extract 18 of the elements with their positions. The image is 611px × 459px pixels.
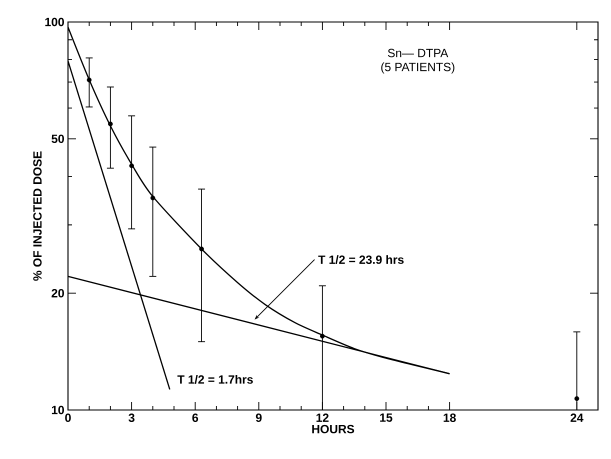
y-axis-title: % OF INJECTED DOSE [33, 151, 42, 281]
x-tick-label: 0 [65, 414, 71, 422]
y-tick-label: 100 [45, 18, 64, 26]
annotation: (5 PATIENTS) [381, 62, 454, 74]
x-tick-label: 15 [380, 414, 392, 422]
x-axis-title: HOURS [312, 424, 354, 434]
annotation: T 1/2 = 23.9 hrs [318, 255, 404, 264]
x-tick-label: 3 [128, 414, 134, 422]
x-tick-label: 24 [570, 414, 584, 422]
y-tick-label: 10 [52, 406, 64, 414]
y-tick-label: 50 [52, 134, 64, 144]
x-tick-label: 6 [192, 414, 198, 422]
annotation: Sn— DTPA [388, 48, 448, 58]
y-tick-label: 20 [52, 288, 64, 298]
x-tick-label: 9 [256, 414, 262, 422]
x-tick-label: 18 [444, 414, 456, 422]
x-tick-label: 12 [316, 414, 329, 422]
annotation: T 1/2 = 1.7hrs [177, 374, 253, 384]
